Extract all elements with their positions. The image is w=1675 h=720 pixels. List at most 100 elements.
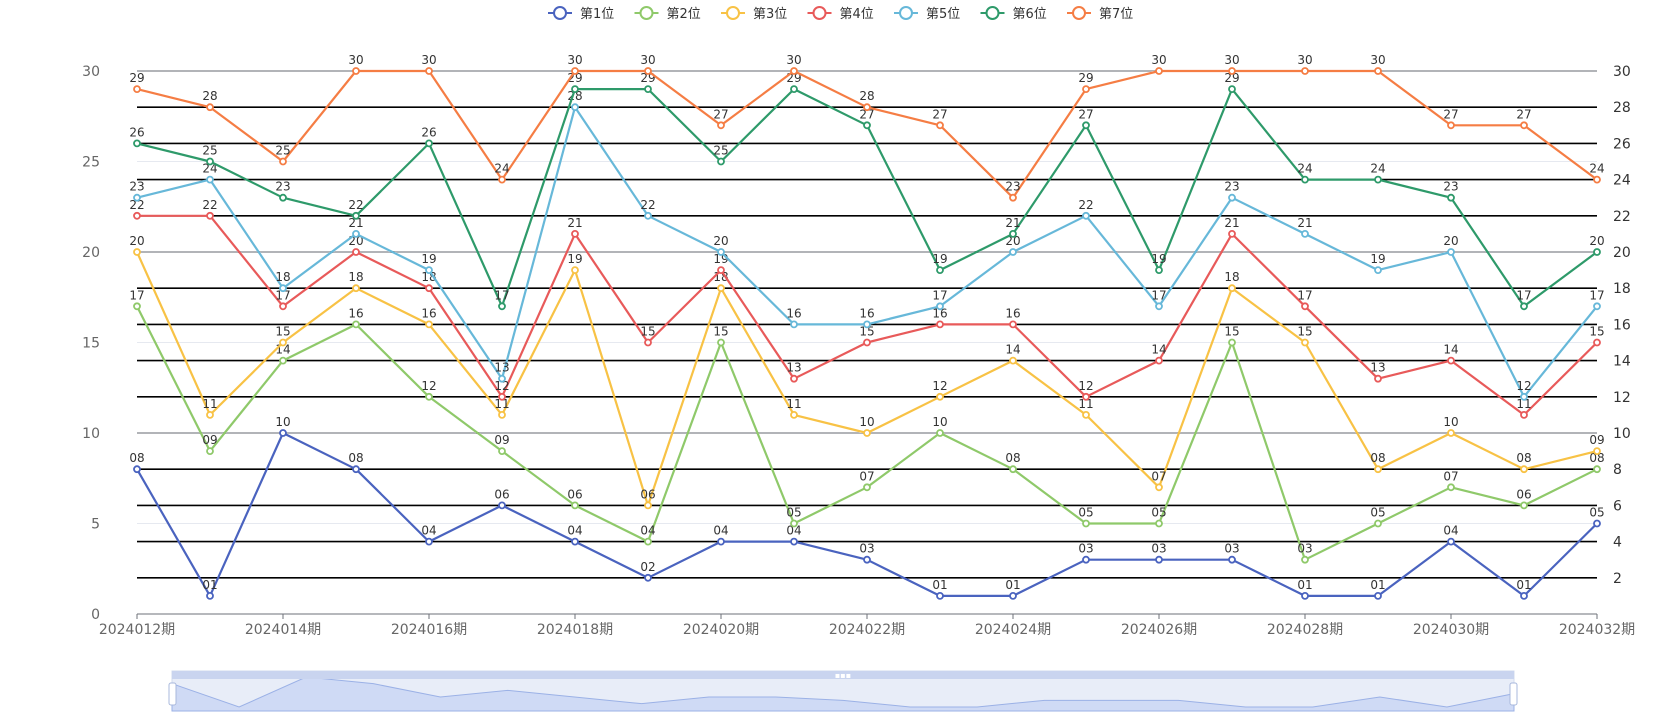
data-point[interactable] <box>1374 519 1382 528</box>
data-point[interactable] <box>571 266 579 275</box>
data-point[interactable] <box>936 392 944 401</box>
data-point[interactable] <box>425 139 433 148</box>
data-point[interactable] <box>1155 67 1163 75</box>
data-point[interactable] <box>1228 193 1236 202</box>
data-point[interactable] <box>1593 302 1601 311</box>
legend-item[interactable]: 第4位 <box>807 6 874 22</box>
data-point[interactable] <box>133 193 141 202</box>
data-point[interactable] <box>1520 392 1528 401</box>
data-point[interactable] <box>863 121 871 130</box>
data-point[interactable] <box>717 157 725 166</box>
data-point[interactable] <box>571 103 579 112</box>
data-point[interactable] <box>644 85 652 93</box>
data-point[interactable] <box>1374 266 1382 275</box>
data-point[interactable] <box>644 211 652 220</box>
data-point[interactable] <box>1155 555 1163 564</box>
data-point[interactable] <box>1228 229 1236 238</box>
data-point[interactable] <box>644 537 652 546</box>
data-point[interactable] <box>571 85 579 93</box>
data-point[interactable] <box>717 121 725 130</box>
data-point[interactable] <box>1009 592 1017 600</box>
data-point[interactable] <box>498 410 506 419</box>
data-point[interactable] <box>790 85 798 93</box>
data-point[interactable] <box>790 320 798 329</box>
data-point[interactable] <box>936 266 944 275</box>
data-point[interactable] <box>790 374 798 383</box>
data-point[interactable] <box>1228 555 1236 564</box>
data-point[interactable] <box>936 429 944 437</box>
data-point[interactable] <box>498 374 506 383</box>
data-point[interactable] <box>133 211 141 220</box>
data-point[interactable] <box>352 67 360 75</box>
data-point[interactable] <box>1082 410 1090 419</box>
data-point[interactable] <box>1155 302 1163 311</box>
data-point[interactable] <box>425 284 433 293</box>
data-point[interactable] <box>1082 85 1090 93</box>
data-point[interactable] <box>1374 465 1382 474</box>
data-point[interactable] <box>425 392 433 401</box>
data-point[interactable] <box>936 121 944 130</box>
data-point[interactable] <box>1009 229 1017 238</box>
data-point[interactable] <box>571 537 579 546</box>
data-point[interactable] <box>790 410 798 419</box>
data-point[interactable] <box>133 302 141 311</box>
data-point[interactable] <box>863 483 871 492</box>
data-point[interactable] <box>1155 483 1163 492</box>
data-point[interactable] <box>206 103 214 112</box>
data-point[interactable] <box>279 157 287 166</box>
data-point[interactable] <box>206 447 214 456</box>
data-point[interactable] <box>644 67 652 75</box>
data-point[interactable] <box>1447 193 1455 202</box>
data-point[interactable] <box>1374 67 1382 75</box>
data-point[interactable] <box>206 175 214 184</box>
data-point[interactable] <box>352 248 360 256</box>
data-point[interactable] <box>1082 519 1090 528</box>
data-point[interactable] <box>279 302 287 311</box>
data-point[interactable] <box>1447 121 1455 130</box>
data-point[interactable] <box>279 338 287 347</box>
data-point[interactable] <box>1301 338 1309 347</box>
zoom-handle-right[interactable] <box>1509 682 1518 706</box>
data-point[interactable] <box>1520 121 1528 130</box>
legend-item[interactable]: 第5位 <box>894 6 960 22</box>
data-point[interactable] <box>1447 429 1455 437</box>
data-point[interactable] <box>1155 266 1163 275</box>
data-point[interactable] <box>790 519 798 528</box>
data-point[interactable] <box>863 320 871 329</box>
data-point[interactable] <box>279 356 287 365</box>
data-point[interactable] <box>206 157 214 166</box>
data-point[interactable] <box>1520 592 1528 600</box>
data-point[interactable] <box>1082 121 1090 130</box>
data-point[interactable] <box>863 429 871 437</box>
data-point[interactable] <box>1447 248 1455 256</box>
data-point[interactable] <box>352 465 360 474</box>
data-point[interactable] <box>1082 555 1090 564</box>
data-point[interactable] <box>644 573 652 582</box>
data-point[interactable] <box>790 67 798 75</box>
data-point[interactable] <box>352 284 360 293</box>
data-point[interactable] <box>1447 537 1455 546</box>
data-point[interactable] <box>133 248 141 256</box>
zoom-handle-left[interactable] <box>168 682 177 706</box>
data-point[interactable] <box>206 592 214 600</box>
data-point[interactable] <box>1447 483 1455 492</box>
data-point[interactable] <box>936 320 944 329</box>
data-point[interactable] <box>1082 392 1090 401</box>
data-point[interactable] <box>1374 374 1382 383</box>
data-point[interactable] <box>571 67 579 75</box>
data-point[interactable] <box>1009 356 1017 365</box>
data-point[interactable] <box>644 501 652 510</box>
data-point[interactable] <box>1228 67 1236 75</box>
data-point[interactable] <box>863 555 871 564</box>
data-point[interactable] <box>1447 356 1455 365</box>
data-point[interactable] <box>1593 447 1601 456</box>
legend-item[interactable]: 第3位 <box>721 6 787 22</box>
data-point[interactable] <box>279 284 287 293</box>
data-point[interactable] <box>425 266 433 275</box>
data-point[interactable] <box>352 229 360 238</box>
data-point[interactable] <box>717 248 725 256</box>
data-point[interactable] <box>571 229 579 238</box>
data-point[interactable] <box>571 501 579 510</box>
data-point[interactable] <box>133 139 141 148</box>
data-point[interactable] <box>717 266 725 275</box>
